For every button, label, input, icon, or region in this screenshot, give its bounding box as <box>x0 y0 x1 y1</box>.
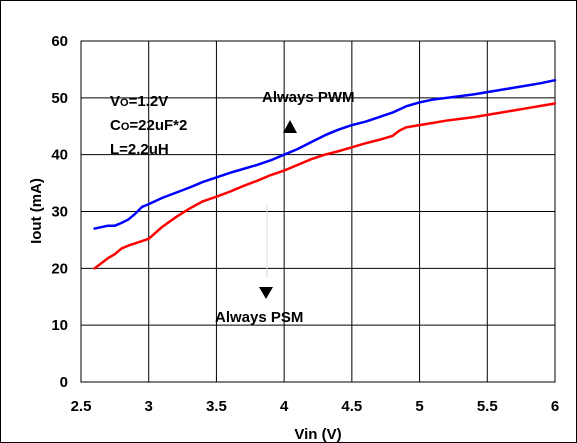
y-tick-label-6: 60 <box>51 33 68 50</box>
x-axis-title: Vin (V) <box>294 426 341 443</box>
inductor-annotation: L=2.2uH <box>110 141 169 158</box>
conditions-annotation: VO=1.2V CO=22uF*2 L=2.2uH <box>110 93 187 158</box>
series-lines <box>93 78 557 270</box>
x-tick-label-3: 4 <box>280 398 289 415</box>
x-tick-label-4: 4.5 <box>341 398 362 415</box>
x-tick-label-0: 2.5 <box>71 398 92 415</box>
grid-lines <box>81 41 555 382</box>
y-tick-label-0: 0 <box>60 374 68 391</box>
up-arrow-icon <box>283 120 297 133</box>
y-axis-title: Iout (mA) <box>28 178 45 244</box>
x-tick-label-6: 5.5 <box>477 398 498 415</box>
x-tick-label-5: 5 <box>415 398 423 415</box>
vo-annotation: VO=1.2V <box>110 93 168 110</box>
y-tick-label-3: 30 <box>51 204 68 221</box>
x-tick-label-2: 3.5 <box>206 398 227 415</box>
always-psm-label: Always PSM <box>215 309 303 326</box>
co-annotation: CO=22uF*2 <box>110 117 187 134</box>
always-pwm-label: Always PWM <box>262 89 355 106</box>
series-line-1 <box>93 102 557 270</box>
y-tick-label-2: 20 <box>51 260 68 277</box>
y-tick-label-1: 10 <box>51 317 68 334</box>
x-tick-label-1: 3 <box>145 398 153 415</box>
x-tick-label-7: 6 <box>551 398 559 415</box>
y-tick-label-4: 40 <box>51 147 68 164</box>
down-arrow-icon <box>259 287 273 299</box>
series-line-0 <box>93 78 557 230</box>
y-tick-label-5: 50 <box>51 90 68 107</box>
